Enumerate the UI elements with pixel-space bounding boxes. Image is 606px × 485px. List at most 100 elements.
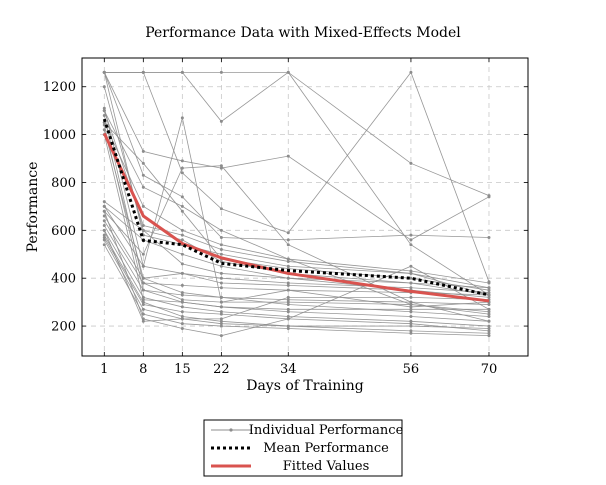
- individual-point: [409, 233, 413, 237]
- individual-line: [104, 71, 490, 282]
- individual-line: [104, 71, 490, 296]
- individual-point: [487, 326, 491, 330]
- individual-point: [409, 310, 413, 314]
- individual-point: [219, 276, 223, 280]
- individual-point: [180, 159, 184, 163]
- individual-series-3: [102, 70, 491, 284]
- individual-point: [219, 322, 223, 326]
- individual-point: [102, 243, 106, 247]
- individual-point: [102, 209, 106, 213]
- individual-point: [180, 195, 184, 199]
- individual-point: [141, 303, 145, 307]
- individual-point: [102, 238, 106, 242]
- individual-point: [180, 326, 184, 330]
- individual-point: [180, 317, 184, 321]
- individual-point: [409, 300, 413, 304]
- individual-point: [286, 70, 290, 74]
- series-layer: [102, 70, 491, 338]
- individual-point: [180, 166, 184, 170]
- individual-point: [180, 238, 184, 242]
- plot-frame: [81, 57, 529, 357]
- individual-point: [219, 319, 223, 323]
- individual-point: [219, 334, 223, 338]
- individual-point: [286, 324, 290, 328]
- individual-point: [409, 264, 413, 268]
- y-axis-label: Performance: [25, 162, 41, 253]
- individual-point: [219, 281, 223, 285]
- individual-point: [487, 293, 491, 297]
- individual-point: [487, 291, 491, 295]
- individual-point: [141, 204, 145, 208]
- individual-point: [286, 307, 290, 311]
- individual-point: [409, 319, 413, 323]
- individual-series-15: [102, 228, 491, 328]
- individual-point: [180, 315, 184, 319]
- individual-point: [102, 106, 106, 110]
- individual-point: [487, 315, 491, 319]
- individual-line: [104, 71, 490, 197]
- x-axis-label: Days of Training: [246, 378, 364, 394]
- individual-point: [141, 312, 145, 316]
- individual-point: [487, 303, 491, 307]
- individual-point: [286, 281, 290, 285]
- individual-point: [219, 247, 223, 251]
- individual-point: [180, 298, 184, 302]
- individual-point: [102, 228, 106, 232]
- individual-point: [102, 109, 106, 113]
- individual-series-28: [102, 133, 491, 311]
- individual-point: [219, 228, 223, 232]
- individual-point: [286, 243, 290, 247]
- fitted-values-line: [102, 132, 490, 303]
- individual-point: [286, 259, 290, 263]
- individual-point: [409, 331, 413, 335]
- individual-point: [219, 119, 223, 123]
- individual-series-21: [102, 228, 491, 323]
- individual-point: [487, 195, 491, 199]
- individual-point: [141, 319, 145, 323]
- y-tick-label-400: 400: [51, 272, 76, 287]
- x-tick-label-1: 1: [100, 362, 108, 377]
- individual-point: [219, 70, 223, 74]
- individual-point: [409, 243, 413, 247]
- individual-point: [141, 70, 145, 74]
- individual-point: [286, 298, 290, 302]
- individual-point: [141, 173, 145, 177]
- individual-point: [219, 207, 223, 211]
- individual-point: [487, 286, 491, 290]
- individual-line: [103, 72, 490, 296]
- individual-line: [103, 206, 489, 293]
- individual-point: [487, 310, 491, 314]
- individual-point: [487, 331, 491, 335]
- individual-point: [219, 271, 223, 275]
- individual-point: [409, 305, 413, 309]
- individual-point: [180, 204, 184, 208]
- individual-point: [102, 85, 106, 89]
- chart-title: Performance Data with Mixed-Effects Mode…: [145, 25, 461, 41]
- legend: Individual Performance Mean Performance …: [203, 419, 404, 477]
- individual-point: [286, 154, 290, 158]
- individual-point: [219, 305, 223, 309]
- individual-point: [409, 329, 413, 333]
- individual-point: [286, 317, 290, 321]
- individual-point: [180, 310, 184, 314]
- individual-point: [141, 149, 145, 153]
- legend-label-fitted: Fitted Values: [283, 459, 370, 474]
- individual-line: [104, 122, 490, 291]
- individual-point: [102, 70, 106, 74]
- individual-point: [487, 281, 491, 285]
- individual-series-30: [102, 204, 491, 295]
- individual-point: [219, 286, 223, 290]
- individual-point: [409, 324, 413, 328]
- individual-point: [102, 200, 106, 204]
- individual-point: [409, 303, 413, 307]
- y-tick-label-1200: 1200: [43, 80, 76, 95]
- individual-series-29: [102, 85, 491, 290]
- individual-point: [409, 322, 413, 326]
- individual-series-25: [102, 109, 491, 316]
- individual-point: [141, 185, 145, 189]
- individual-line: [103, 110, 490, 289]
- individual-point: [219, 312, 223, 316]
- individual-point: [286, 288, 290, 292]
- individual-point: [219, 317, 223, 321]
